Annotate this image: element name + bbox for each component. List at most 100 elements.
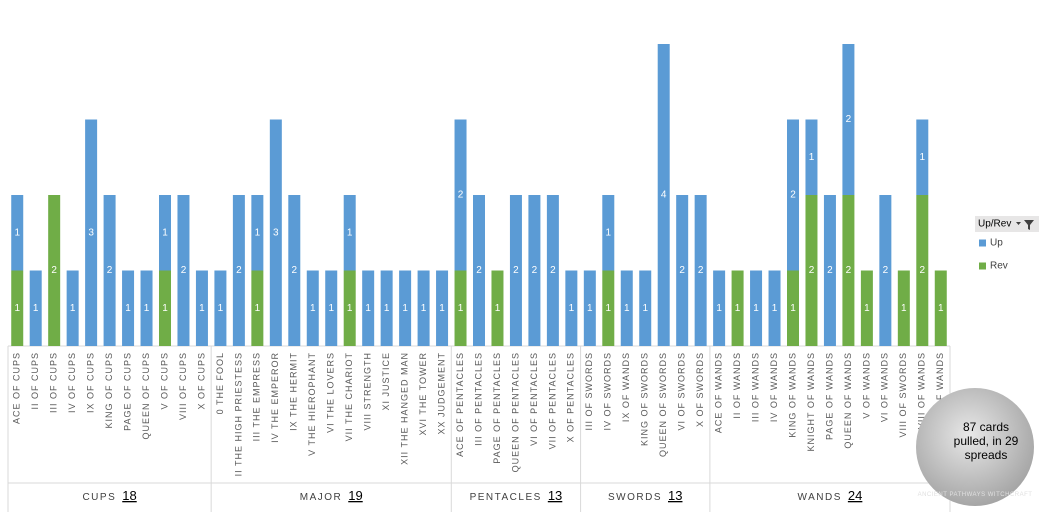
data-label: 1 (458, 303, 464, 314)
bar-segment (620, 270, 633, 346)
x-tick-label: VI OF SWORDS (677, 352, 687, 431)
legend-title: Up/Rev (978, 219, 1011, 230)
data-label: 1 (33, 303, 39, 314)
data-label: 1 (402, 303, 408, 314)
x-tick-label: III OF SWORDS (584, 352, 594, 431)
bar-segment (159, 270, 171, 346)
bar-segment (140, 270, 153, 346)
data-label: 1 (347, 303, 353, 314)
data-label: 1 (735, 303, 741, 314)
bar-segment (657, 44, 670, 346)
x-tick-label: QUEEN OF CUPS (141, 352, 151, 440)
bar-segment (842, 44, 855, 195)
bar-segment (251, 270, 264, 346)
legend-swatch (979, 262, 986, 270)
x-tick-label: III OF WANDS (750, 352, 760, 422)
bar-segment (583, 270, 596, 346)
data-label: 4 (661, 190, 667, 201)
group-name: WANDS (798, 492, 842, 503)
badge-text: 87 cards pulled, in 29 spreads (953, 420, 1019, 462)
data-label: 2 (236, 265, 242, 276)
data-label: 2 (809, 265, 815, 276)
data-label: 1 (328, 303, 334, 314)
bar-segment (805, 119, 818, 195)
x-tick-label: IV OF SWORDS (603, 352, 613, 431)
x-tick-label: ACE OF CUPS (12, 352, 22, 424)
x-tick-label: VIII OF CUPS (178, 352, 188, 420)
group-label: WANDS 24 (798, 488, 863, 503)
data-label: 1 (864, 303, 870, 314)
data-label: 3 (273, 227, 279, 238)
x-tick-label: QUEEN OF WANDS (843, 352, 853, 449)
x-tick-label: V THE HIEROPHANT (307, 352, 317, 456)
bar-segment (897, 270, 910, 346)
data-label: 1 (14, 227, 20, 238)
x-tick-label: QUEEN OF SWORDS (658, 352, 668, 457)
x-tick-label: VIII STRENGTH (363, 352, 373, 431)
data-label: 1 (144, 303, 150, 314)
data-label: 2 (181, 265, 187, 276)
bar-segment (454, 119, 467, 271)
group-name: SWORDS (608, 492, 662, 503)
data-label: 2 (827, 265, 833, 276)
x-tick-label: KING OF SWORDS (640, 352, 650, 446)
bar-segment (417, 270, 430, 346)
bar-segment (214, 270, 227, 346)
data-label: 1 (14, 303, 20, 314)
x-tick-label: X OF WANDS (935, 352, 945, 419)
data-label: 2 (698, 265, 704, 276)
x-tick-label: V OF WANDS (861, 352, 871, 419)
x-tick-label: X OF CUPS (196, 352, 206, 410)
x-tick-label: KING OF CUPS (104, 352, 114, 429)
data-label: 1 (255, 303, 261, 314)
data-label: 2 (292, 265, 298, 276)
legend-label: Rev (990, 261, 1008, 272)
data-label: 1 (495, 303, 501, 314)
data-label: 1 (310, 303, 316, 314)
data-label: 1 (606, 227, 612, 238)
x-tick-label: PAGE OF WANDS (824, 352, 834, 440)
data-label: 1 (384, 303, 390, 314)
bar-segment (29, 270, 42, 346)
group-name: PENTACLES (470, 492, 542, 503)
data-label: 2 (107, 265, 113, 276)
bar-segment (103, 195, 116, 346)
bar-segment (713, 270, 726, 346)
bar-segment (177, 195, 190, 346)
x-tick-label: ACE OF WANDS (713, 352, 723, 433)
bar-segment (860, 270, 873, 346)
x-tick-label: X OF PENTACLES (566, 352, 576, 442)
legend-header[interactable] (975, 216, 1039, 232)
bar-segment (509, 195, 522, 346)
x-tick-label: VIII OF WANDS (917, 352, 927, 429)
data-label: 1 (125, 303, 131, 314)
filter-icon[interactable] (1016, 220, 1034, 230)
data-label: 1 (365, 303, 371, 314)
data-label: 2 (532, 265, 538, 276)
x-tick-label: III OF PENTACLES (473, 352, 483, 446)
data-label: 2 (883, 265, 889, 276)
bar-segment (787, 270, 799, 346)
x-tick-label: KNIGHT OF WANDS (806, 352, 816, 452)
bar-segment (343, 270, 356, 346)
bar-segment (602, 270, 615, 346)
data-label: 1 (255, 227, 261, 238)
bar-segment (842, 195, 855, 346)
data-label: 1 (70, 303, 76, 314)
bar-segment (768, 270, 781, 346)
x-tick-label: VI OF WANDS (880, 352, 890, 422)
bar-segment (823, 195, 836, 346)
data-label: 1 (753, 303, 759, 314)
group-total: 13 (668, 488, 682, 503)
bar-segment (639, 270, 652, 346)
x-tick-label: IX THE HERMIT (289, 352, 299, 431)
data-label: 3 (88, 227, 94, 238)
bar-segment (916, 119, 929, 195)
bar-segment (232, 195, 245, 346)
bar-segment (879, 195, 892, 346)
group-label: SWORDS 13 (608, 488, 682, 503)
data-label: 1 (162, 227, 168, 238)
data-label: 1 (624, 303, 630, 314)
x-tick-label: QUEEN OF PENTACLES (510, 352, 520, 472)
